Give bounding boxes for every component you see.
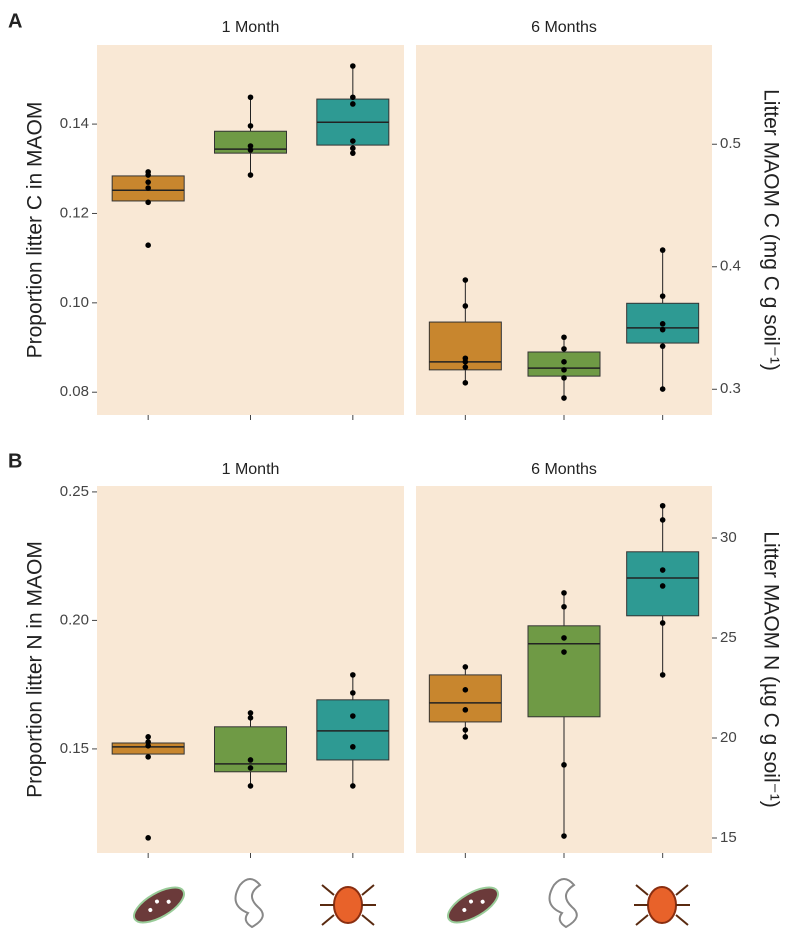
box bbox=[428, 674, 502, 723]
y2-tick-label: 0.4 bbox=[720, 258, 741, 275]
y-axis-title: Proportion litter N in MAOM bbox=[24, 541, 47, 798]
point bbox=[561, 359, 567, 365]
point bbox=[247, 783, 254, 789]
facet-title: 1 Month bbox=[222, 461, 280, 478]
point bbox=[561, 649, 567, 655]
box bbox=[214, 130, 287, 154]
point bbox=[561, 590, 567, 596]
point bbox=[659, 326, 666, 333]
y-tick-label: 0.20 bbox=[60, 611, 89, 628]
facet-title: 6 Months bbox=[531, 19, 597, 36]
point bbox=[247, 143, 254, 149]
facet-background bbox=[97, 486, 404, 853]
point bbox=[145, 199, 151, 206]
point bbox=[247, 172, 254, 178]
y2-tick-label: 0.3 bbox=[720, 380, 741, 397]
point bbox=[350, 672, 356, 678]
point bbox=[659, 343, 666, 349]
point bbox=[145, 185, 151, 191]
point bbox=[462, 277, 469, 283]
point bbox=[145, 739, 151, 745]
box bbox=[214, 726, 287, 773]
panel-label: A bbox=[8, 10, 22, 32]
point bbox=[561, 346, 567, 352]
y2-tick-label: 0.5 bbox=[720, 135, 741, 152]
point bbox=[247, 715, 254, 721]
point bbox=[145, 172, 151, 178]
point bbox=[145, 242, 151, 248]
point bbox=[350, 138, 356, 144]
point bbox=[350, 150, 356, 156]
y-tick-label: 0.14 bbox=[60, 115, 89, 132]
point bbox=[145, 734, 151, 740]
point bbox=[462, 380, 469, 386]
point bbox=[659, 293, 666, 299]
point bbox=[145, 754, 151, 760]
point bbox=[247, 710, 254, 716]
point bbox=[561, 635, 567, 641]
point bbox=[462, 364, 469, 370]
y2-tick-label: 25 bbox=[720, 629, 737, 646]
point bbox=[659, 672, 666, 678]
y2-tick-label: 30 bbox=[720, 529, 737, 546]
point bbox=[561, 603, 567, 610]
point bbox=[145, 743, 151, 749]
y2-tick-label: 20 bbox=[720, 729, 737, 746]
point bbox=[659, 517, 666, 523]
point bbox=[659, 386, 666, 392]
y-tick-label: 0.12 bbox=[60, 204, 89, 221]
facet-title: 1 Month bbox=[222, 19, 280, 36]
point bbox=[659, 620, 666, 626]
box bbox=[527, 625, 601, 718]
point bbox=[659, 502, 666, 509]
point bbox=[561, 367, 567, 373]
point bbox=[659, 321, 666, 327]
y-tick-label: 0.08 bbox=[60, 383, 89, 400]
point bbox=[350, 63, 356, 69]
panel-label: B bbox=[8, 450, 22, 472]
point bbox=[247, 147, 254, 153]
point bbox=[462, 303, 469, 309]
point bbox=[561, 762, 567, 768]
point bbox=[561, 334, 567, 341]
point bbox=[561, 375, 567, 381]
y-tick-label: 0.15 bbox=[60, 740, 89, 757]
point bbox=[247, 765, 254, 771]
point bbox=[462, 687, 469, 693]
point bbox=[350, 744, 356, 750]
y-tick-label: 0.25 bbox=[60, 483, 89, 500]
point bbox=[561, 833, 567, 839]
y2-axis-title: Litter MAOM C (mg C g soil⁻¹) bbox=[759, 89, 782, 371]
point bbox=[462, 359, 469, 365]
y2-axis-title: Litter MAOM N (µg C g soil⁻¹) bbox=[759, 531, 782, 807]
y-tick-label: 0.10 bbox=[60, 294, 89, 311]
point bbox=[659, 567, 666, 573]
point bbox=[462, 707, 469, 713]
point bbox=[350, 713, 356, 719]
point bbox=[561, 395, 567, 401]
point bbox=[462, 734, 469, 740]
point bbox=[247, 123, 254, 129]
point bbox=[247, 94, 254, 101]
point bbox=[462, 664, 469, 670]
point bbox=[462, 727, 469, 733]
icons bbox=[133, 878, 690, 929]
point bbox=[350, 783, 356, 789]
point bbox=[350, 94, 356, 101]
facet-title: 6 Months bbox=[531, 461, 597, 478]
point bbox=[659, 583, 666, 589]
point bbox=[350, 145, 356, 152]
box bbox=[316, 699, 390, 761]
point bbox=[659, 247, 666, 253]
y-axis-title: Proportion litter C in MAOM bbox=[24, 102, 47, 359]
y2-tick-label: 15 bbox=[720, 829, 737, 846]
point bbox=[145, 179, 151, 185]
point bbox=[247, 757, 254, 763]
point bbox=[350, 101, 356, 107]
point bbox=[145, 835, 151, 841]
point bbox=[350, 690, 356, 696]
